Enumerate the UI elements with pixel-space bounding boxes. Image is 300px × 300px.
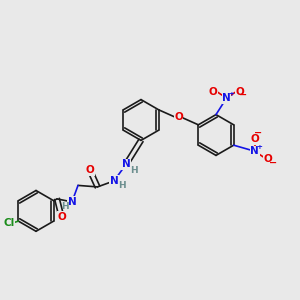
Text: O: O [250,134,259,144]
Text: O: O [57,212,66,222]
Text: H: H [118,181,125,190]
Text: +: + [256,144,262,150]
Text: O: O [264,154,272,164]
Text: H: H [61,202,68,211]
Text: H: H [130,166,137,175]
Text: −: − [268,158,277,168]
Text: N: N [122,159,130,170]
Text: O: O [85,165,94,176]
Text: O: O [174,112,183,122]
Text: Cl: Cl [4,218,15,228]
Text: O: O [236,87,244,97]
Text: N: N [110,176,118,186]
Text: N: N [250,146,259,156]
Text: −: − [239,90,247,100]
Text: +: + [228,91,234,97]
Text: N: N [68,197,76,207]
Text: O: O [208,87,217,97]
Text: −: − [254,128,262,138]
Text: N: N [222,93,231,103]
